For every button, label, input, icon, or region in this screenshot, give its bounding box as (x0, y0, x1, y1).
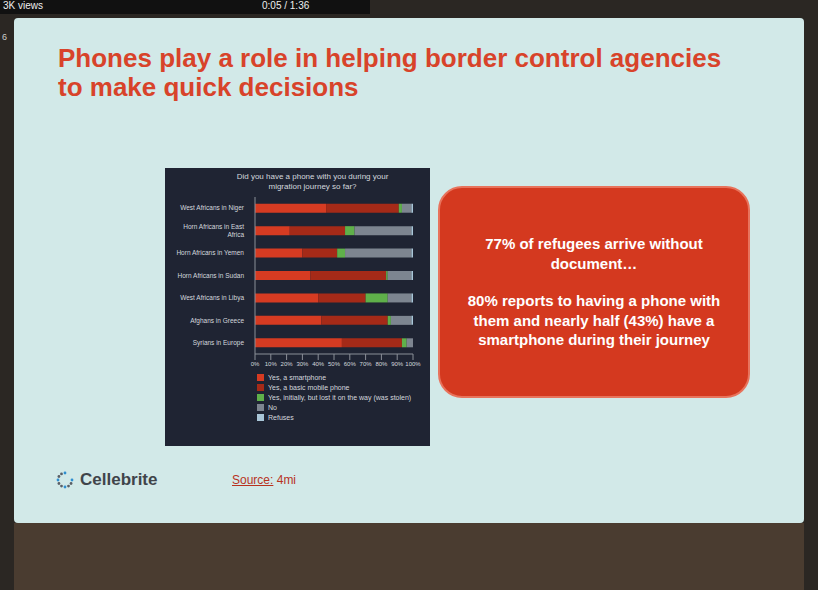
html-text:Source: 4mi: Source: 4mi (232, 473, 296, 487)
svg-text:100%: 100% (405, 361, 421, 367)
svg-text:Horn Africans in Yemen: Horn Africans in Yemen (176, 249, 244, 256)
html-text:No: No (268, 403, 277, 411)
html-text:Yes, a basic mobile phone: Yes, a basic mobile phone (268, 383, 350, 391)
html-text:Yes, initially, but lost it on: Yes, initially, but lost it on the way (… (268, 393, 412, 401)
svg-text:West Africans in Niger: West Africans in Niger (180, 205, 245, 213)
svg-text:20%: 20% (281, 361, 294, 367)
html-text:3K views: 3K views (3, 0, 43, 11)
html-text:Yes, a smartphone: Yes, a smartphone (268, 373, 327, 381)
html-text:Phones play a role in helping: Phones play a role in helping border con… (58, 43, 722, 103)
html-text:77% of refugees arrive without: 77% of refugees arrive without document… (485, 235, 703, 272)
html-text:Did you have a phone with you: Did you have a phone with you during you… (236, 172, 389, 191)
svg-text:50%: 50% (328, 361, 341, 367)
svg-text:West Africans in Libya: West Africans in Libya (180, 294, 244, 302)
svg-text:Afghans in Greece: Afghans in Greece (190, 317, 244, 325)
html-text:Refuses: Refuses (268, 413, 294, 421)
html-text:Cellebrite: Cellebrite (80, 470, 158, 489)
svg-text:40%: 40% (312, 361, 325, 367)
svg-text:Horn Africans in Sudan: Horn Africans in Sudan (178, 272, 245, 279)
svg-text:30%: 30% (296, 361, 309, 367)
svg-text:Horn Africans in EastAfrica: Horn Africans in EastAfrica (183, 223, 244, 238)
html-text:6: 6 (2, 32, 7, 42)
html-text:0:05 / 1:36: 0:05 / 1:36 (262, 0, 310, 11)
svg-text:0%: 0% (251, 361, 260, 367)
svg-text:70%: 70% (360, 361, 373, 367)
html-text:80% reports to having a phone: 80% reports to having a phone with them … (467, 292, 721, 349)
svg-text:10%: 10% (265, 361, 278, 367)
svg-text:Syrians in Europe: Syrians in Europe (193, 339, 245, 347)
svg-text:90%: 90% (391, 361, 404, 367)
svg-text:80%: 80% (375, 361, 388, 367)
svg-text:60%: 60% (344, 361, 357, 367)
